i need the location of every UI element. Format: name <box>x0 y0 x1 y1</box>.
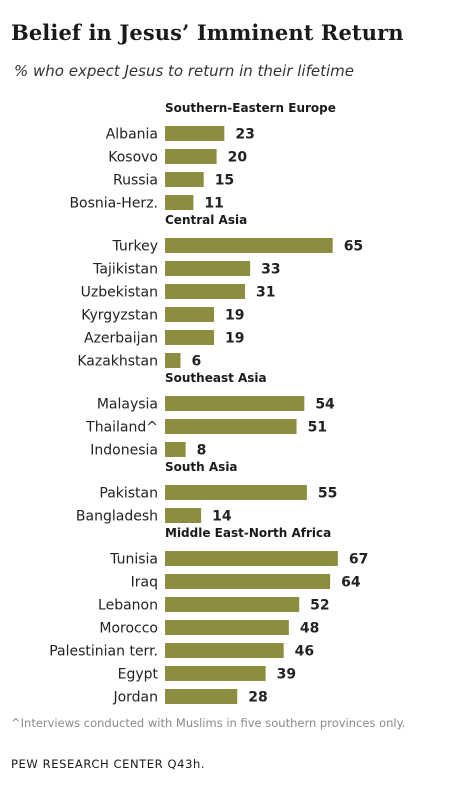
category-label: Turkey <box>111 239 158 255</box>
bar <box>165 442 186 457</box>
bar <box>165 551 338 566</box>
category-label: Tajikistan <box>92 262 158 278</box>
chart-subtitle: % who expect Jesus to return in their li… <box>14 62 354 80</box>
chart-title: Belief in Jesus’ Imminent Return <box>11 20 404 45</box>
category-label: Russia <box>113 173 158 189</box>
bar <box>165 307 215 322</box>
category-label: Bosnia-Herz. <box>69 196 158 212</box>
category-label: Kosovo <box>108 150 158 166</box>
category-label: Tunisia <box>109 552 158 568</box>
category-label: Egypt <box>118 667 159 683</box>
group-label: Central Asia <box>165 213 247 227</box>
bar <box>165 597 300 612</box>
bar <box>165 284 245 299</box>
bar-chart: Southern-Eastern Europe Albania 23 Kosovo 20… <box>49 101 368 706</box>
category-label: Palestinian terr. <box>49 644 158 660</box>
source-note: PEW RESEARCH CENTER Q43h. <box>11 757 206 771</box>
value-label: 64 <box>341 575 361 591</box>
value-label: 46 <box>295 644 314 660</box>
bar <box>165 485 307 500</box>
bar <box>165 574 331 589</box>
bar <box>165 353 181 368</box>
category-label: Kyrgyzstan <box>81 308 158 324</box>
value-label: 8 <box>197 443 207 459</box>
value-label: 11 <box>204 196 223 212</box>
category-label: Morocco <box>99 621 158 637</box>
value-label: 14 <box>212 509 232 525</box>
group-label: Middle East-North Africa <box>165 526 331 540</box>
bar <box>165 508 202 523</box>
value-label: 55 <box>318 486 337 502</box>
value-label: 19 <box>225 308 244 324</box>
value-label: 33 <box>261 262 280 278</box>
category-label: Malaysia <box>97 397 158 413</box>
value-label: 65 <box>344 239 363 255</box>
bar <box>165 195 194 210</box>
bar <box>165 689 238 704</box>
bar <box>165 238 333 253</box>
bar <box>165 149 217 164</box>
category-label: Azerbaijan <box>84 331 158 347</box>
bar <box>165 126 225 141</box>
bar <box>165 172 204 187</box>
category-label: Pakistan <box>99 486 158 502</box>
bar <box>165 620 289 635</box>
category-label: Jordan <box>112 690 158 706</box>
group-label: Southern-Eastern Europe <box>165 101 336 115</box>
category-label: Indonesia <box>90 443 158 459</box>
value-label: 31 <box>256 285 275 301</box>
value-label: 23 <box>235 127 254 143</box>
value-label: 19 <box>225 331 244 347</box>
value-label: 48 <box>300 621 319 637</box>
category-label: Uzbekistan <box>81 285 158 301</box>
value-label: 51 <box>308 420 327 436</box>
bar <box>165 666 266 681</box>
group-label: South Asia <box>165 460 238 474</box>
bar <box>165 396 305 411</box>
value-label: 39 <box>277 667 296 683</box>
category-label: Bangladesh <box>76 509 158 525</box>
value-label: 20 <box>228 150 248 166</box>
bar <box>165 261 251 276</box>
group-label: Southeast Asia <box>165 371 267 385</box>
bar <box>165 419 297 434</box>
category-label: Albania <box>106 127 158 143</box>
value-label: 52 <box>310 598 329 614</box>
category-label: Lebanon <box>98 598 158 614</box>
value-label: 6 <box>191 354 201 370</box>
value-label: 15 <box>215 173 234 189</box>
value-label: 28 <box>248 690 267 706</box>
category-label: Iraq <box>131 575 158 591</box>
value-label: 54 <box>315 397 335 413</box>
value-label: 67 <box>349 552 368 568</box>
category-label: Thailand^ <box>85 420 158 436</box>
category-label: Kazakhstan <box>77 354 158 370</box>
bar <box>165 643 284 658</box>
footnote: ^Interviews conducted with Muslims in fi… <box>11 716 406 730</box>
bar <box>165 330 215 345</box>
